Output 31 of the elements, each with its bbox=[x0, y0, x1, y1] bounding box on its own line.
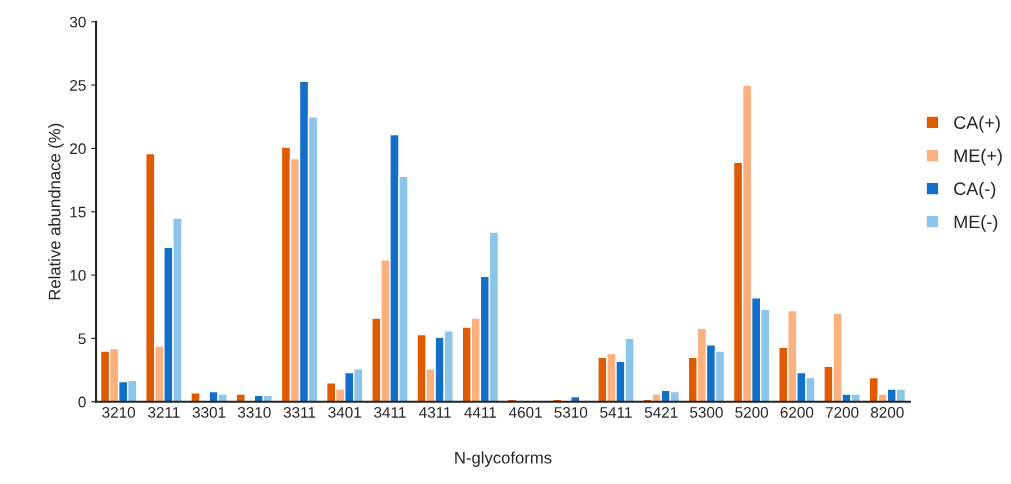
legend-label: CA(+) bbox=[954, 115, 1000, 133]
x-tick-label: 5411 bbox=[600, 407, 632, 418]
y-tick-label: 30 bbox=[69, 16, 86, 28]
x-tick-label: 5421 bbox=[644, 406, 678, 418]
y-tick-label: 10 bbox=[70, 269, 86, 281]
y-tick-label: 20 bbox=[70, 143, 86, 155]
x-tick-label: 5300 bbox=[690, 406, 723, 418]
legend-label: ME(-) bbox=[954, 214, 998, 232]
x-tick-label: 3411 bbox=[374, 406, 406, 418]
y-tick-label: 5 bbox=[78, 333, 86, 345]
x-axis-title: N-glycoforms bbox=[455, 451, 552, 467]
x-tick-label: 8200 bbox=[870, 406, 904, 418]
x-tick-label: 3301 bbox=[192, 406, 226, 418]
x-tick-label: 5200 bbox=[735, 406, 769, 418]
x-tick-label: 4411 bbox=[464, 407, 497, 418]
y-axis-title: Relative abundnace (%) bbox=[48, 123, 64, 300]
x-tick-label: 7200 bbox=[825, 406, 859, 418]
x-tick-label: 4601 bbox=[508, 406, 542, 418]
x-tick-label: 5310 bbox=[554, 406, 588, 418]
x-tick-label: 6200 bbox=[780, 406, 814, 418]
y-tick-label: 0 bbox=[78, 396, 86, 408]
x-tick-label: 3211 bbox=[148, 406, 180, 418]
x-tick-label: 3311 bbox=[283, 406, 316, 418]
legend-label: ME(+) bbox=[954, 148, 1002, 166]
y-tick-label: 25 bbox=[70, 79, 86, 91]
x-tick-label: 3310 bbox=[237, 406, 271, 418]
x-tick-label: 3210 bbox=[102, 406, 136, 418]
legend-label: CA(-) bbox=[954, 181, 996, 199]
x-tick-label: 3401 bbox=[328, 406, 361, 418]
x-tick-label: 4311 bbox=[419, 406, 451, 418]
y-tick-label: 15 bbox=[70, 206, 86, 218]
